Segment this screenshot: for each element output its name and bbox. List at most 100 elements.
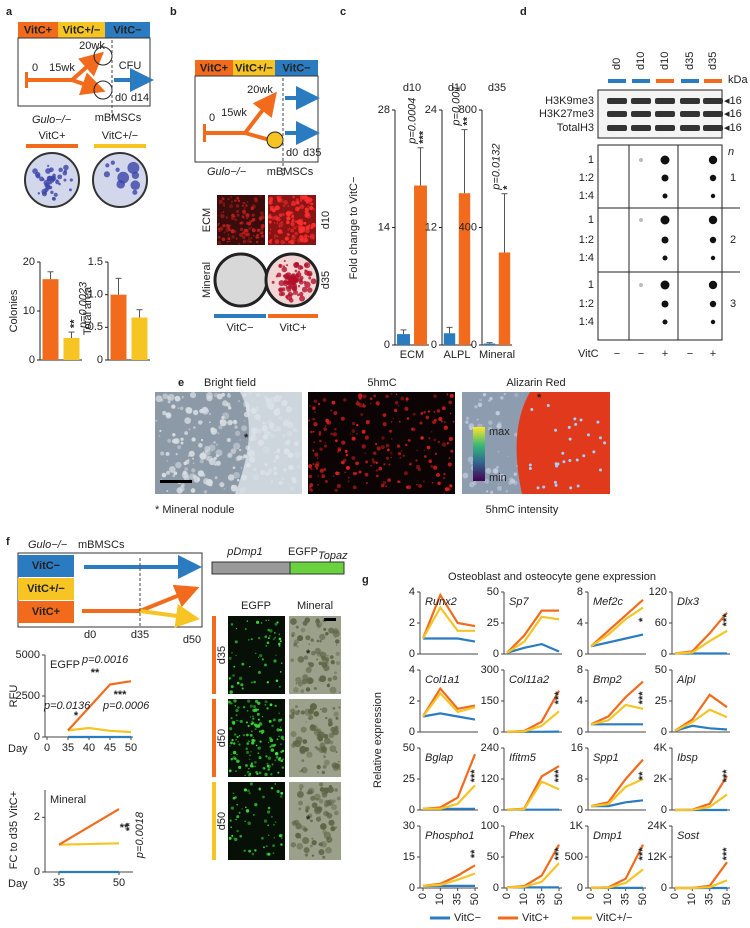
texture-dot <box>258 771 262 775</box>
texture-dot <box>257 708 260 711</box>
texture-dot <box>236 213 240 217</box>
texture-dot <box>235 714 238 717</box>
texture-dot <box>443 421 446 424</box>
texture-dot <box>217 215 219 217</box>
texture-dot <box>251 213 255 217</box>
texture-dot <box>222 202 226 205</box>
dot <box>708 155 718 165</box>
texture-dot <box>226 240 229 243</box>
band <box>703 98 723 104</box>
texture-dot <box>286 220 290 225</box>
mineral-stain <box>278 287 284 293</box>
y-tick-label: 100 <box>481 820 499 832</box>
texture-dot <box>295 832 301 839</box>
texture-dot <box>227 474 235 481</box>
texture-dot <box>298 784 304 789</box>
y-tick-label: 0 <box>661 726 667 738</box>
texture-dot <box>248 236 251 240</box>
mineral-stain <box>291 286 297 292</box>
label: 1 <box>588 279 594 291</box>
texture-dot <box>266 810 271 814</box>
texture-dot <box>308 643 311 645</box>
group-box <box>233 60 275 76</box>
texture-dot <box>497 483 500 486</box>
colony <box>49 167 54 173</box>
label: Alizarin Red <box>506 377 565 389</box>
texture-dot <box>237 199 241 203</box>
condition-bar <box>681 79 699 83</box>
texture-dot <box>305 687 311 692</box>
dot <box>661 236 669 244</box>
label: 5hmC <box>367 377 396 389</box>
texture-dot <box>385 456 389 460</box>
texture-dot <box>191 457 195 460</box>
color-scale <box>473 427 485 481</box>
texture-dot <box>488 427 492 431</box>
chart-title: Dmp1 <box>593 830 622 842</box>
texture-dot <box>323 427 327 431</box>
lineage-arrow <box>71 72 106 96</box>
texture-dot <box>197 420 203 425</box>
label: n <box>728 146 734 158</box>
texture-dot <box>234 705 237 707</box>
colony <box>50 190 54 195</box>
label: 20wk <box>247 84 273 96</box>
texture-dot <box>269 228 272 230</box>
scale-bar <box>160 480 192 483</box>
texture-dot <box>180 441 184 445</box>
y-tick-label: 1K <box>570 820 584 832</box>
texture-dot <box>325 800 329 804</box>
mineral-stain <box>293 290 298 295</box>
texture-dot <box>488 399 491 403</box>
texture-dot <box>226 224 230 228</box>
promoter-box <box>211 561 291 575</box>
texture-dot <box>238 676 243 681</box>
texture-dot <box>300 710 305 715</box>
texture-dot <box>355 472 358 475</box>
texture-dot <box>231 742 234 744</box>
texture-dot <box>278 213 283 217</box>
mineral-stain <box>278 263 283 269</box>
texture-dot <box>315 467 319 470</box>
texture-dot <box>398 420 401 423</box>
texture-dot <box>187 459 190 462</box>
texture-dot <box>249 704 254 708</box>
group-box <box>275 60 318 76</box>
hmc-spot <box>528 467 532 471</box>
texture-dot <box>269 232 271 234</box>
texture-dot <box>320 841 327 848</box>
y-tick-label: 24K <box>647 820 667 832</box>
group-box <box>18 578 74 600</box>
panel-title: Osteoblast and osteocyte gene expression <box>448 571 656 583</box>
texture-dot <box>273 823 276 826</box>
texture-dot <box>167 396 171 401</box>
dot <box>639 283 643 287</box>
texture-dot <box>318 433 321 436</box>
texture-dot <box>351 436 356 441</box>
series-line <box>422 691 476 718</box>
series-line <box>674 724 728 732</box>
colony <box>45 184 51 190</box>
texture-dot <box>217 432 220 435</box>
texture-dot <box>231 651 233 654</box>
x-tick-label: 50 <box>469 893 481 905</box>
band <box>631 111 651 117</box>
texture-dot <box>296 200 300 205</box>
texture-dot <box>233 471 240 479</box>
texture-dot <box>280 221 283 224</box>
y-tick-label: 50 <box>487 851 499 863</box>
texture-dot <box>400 396 405 401</box>
texture-dot <box>406 400 408 403</box>
texture-dot <box>244 820 246 823</box>
texture-dot <box>277 229 283 234</box>
x-tick-label: 0 <box>417 893 429 899</box>
group-box <box>195 60 233 76</box>
panel-letter: f <box>6 536 10 548</box>
texture-dot <box>295 705 298 709</box>
texture-dot <box>385 443 390 448</box>
p-value: p=0.0004 <box>406 98 418 145</box>
texture-dot <box>337 451 339 453</box>
texture-dot <box>240 455 243 459</box>
texture-dot <box>283 200 288 205</box>
texture-dot <box>304 708 312 716</box>
